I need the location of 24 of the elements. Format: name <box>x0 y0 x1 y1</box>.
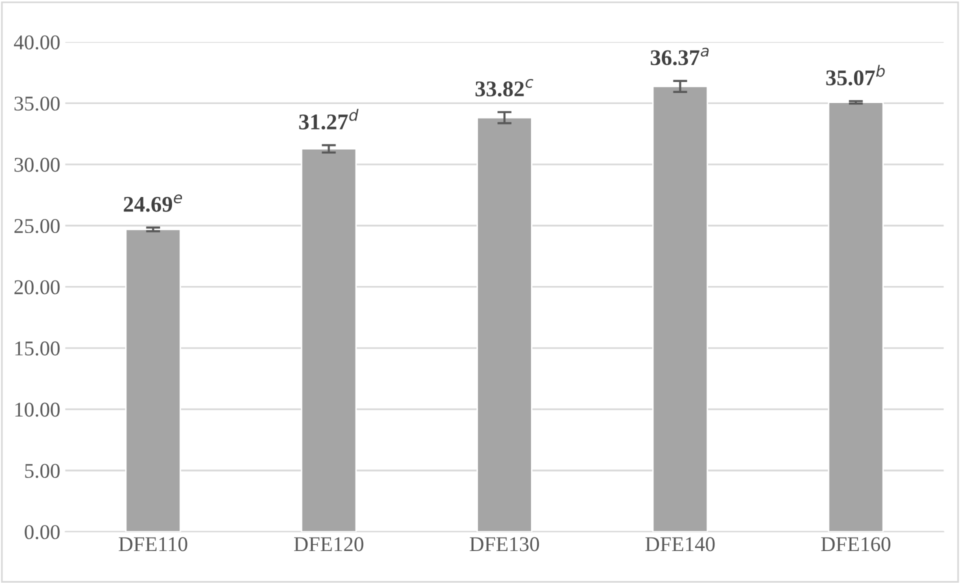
data-label: 36.37$^{a}$ <box>650 48 709 66</box>
y-tick-label: 15.00 <box>15 341 60 356</box>
y-tick-label: 20.00 <box>14 280 60 294</box>
x-tick-label: DFE140 <box>645 537 715 552</box>
y-tick-label: 10.00 <box>15 402 60 417</box>
bar <box>300 148 357 532</box>
data-label: 35.07$^{b}$ <box>826 64 885 86</box>
data-label: 31.27$^{d}$ <box>299 108 359 130</box>
bar <box>828 102 884 532</box>
y-tick-label: 25.00 <box>14 218 60 234</box>
x-tick-label: DFE110 <box>118 537 188 552</box>
bar <box>476 116 532 532</box>
x-tick-label: DFE160 <box>821 537 890 552</box>
bar <box>125 228 182 532</box>
y-tick-label: 35.00 <box>14 96 60 111</box>
x-tick-label: DFE130 <box>470 537 539 552</box>
y-tick-label: 40.00 <box>14 35 60 50</box>
data-label: 24.69$^{e}$ <box>124 194 182 212</box>
data-label: 33.82$^{c}$ <box>476 78 534 96</box>
y-tick-label: 5.00 <box>25 464 60 478</box>
y-tick-label: 30.00 <box>14 158 60 172</box>
bar <box>652 86 708 532</box>
x-tick-label: DFE120 <box>294 537 364 552</box>
y-tick-label: 0.00 <box>24 525 60 540</box>
